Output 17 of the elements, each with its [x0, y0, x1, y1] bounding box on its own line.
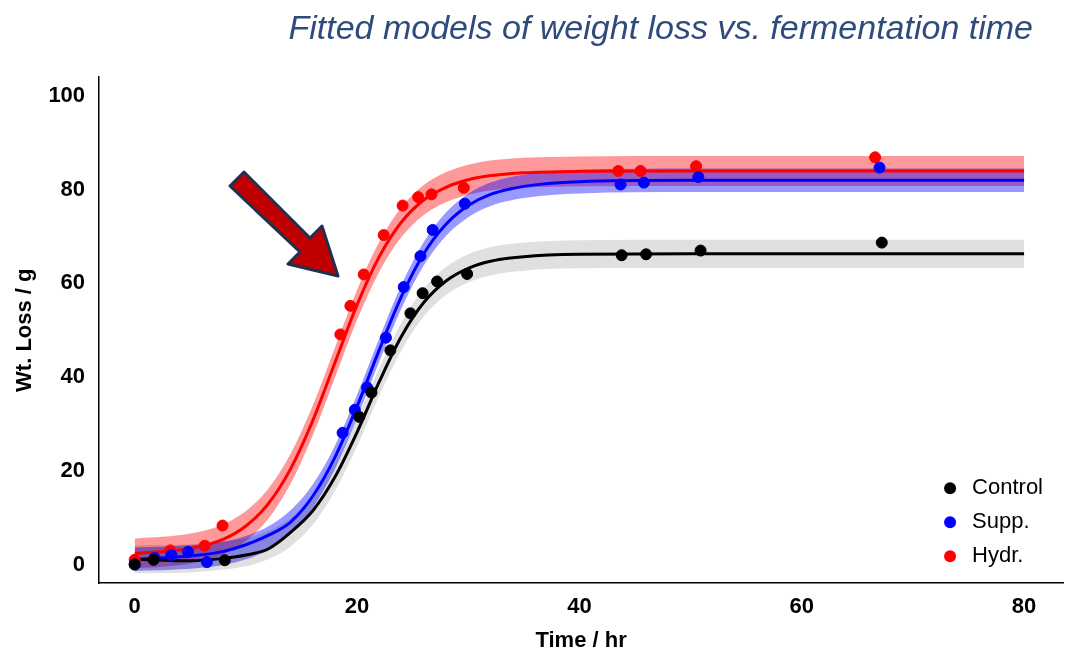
y-tick-label: 60	[60, 269, 86, 295]
legend-label: Hydr.	[972, 542, 1024, 568]
y-tick-label: 20	[60, 456, 86, 482]
y-tick-label: 80	[60, 175, 86, 201]
x-tick-label: 40	[567, 593, 592, 619]
legend-label: Control	[972, 474, 1043, 500]
y-axis-title: Wt. Loss / g	[11, 268, 37, 392]
x-tick-label: 20	[344, 593, 370, 619]
x-axis-title: Time / hr	[535, 626, 628, 652]
y-tick-label: 0	[72, 550, 86, 576]
x-tick-label: 80	[1011, 593, 1037, 619]
legend-label: Supp.	[972, 508, 1030, 534]
chart-title: Fitted models of weight loss vs. fermentation time	[287, 8, 1034, 48]
x-tick-label: 60	[789, 593, 814, 619]
y-tick-label: 40	[60, 363, 86, 389]
y-tick-label: 100	[48, 82, 86, 107]
x-tick-label: 0	[128, 593, 141, 619]
